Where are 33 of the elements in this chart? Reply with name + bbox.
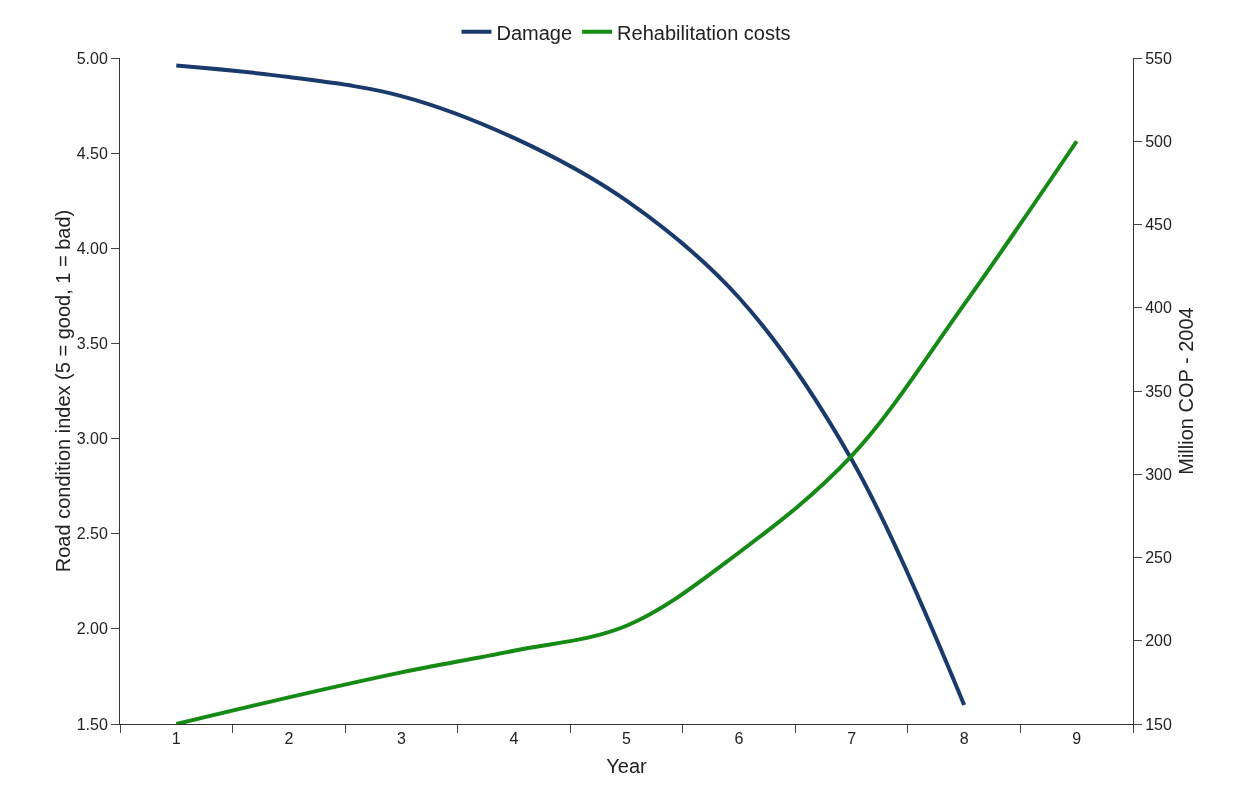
y2-tick-label: 500 xyxy=(1145,132,1172,150)
y-tick-label: 2.00 xyxy=(76,620,108,638)
y2-tick-label: 550 xyxy=(1145,49,1172,67)
y-tick-label: 2.50 xyxy=(76,525,108,543)
y2-tick-label: 150 xyxy=(1145,715,1172,733)
y-tick-label: 5.00 xyxy=(76,49,108,67)
y2-tick-label: 200 xyxy=(1145,632,1172,650)
y-tick-label: 3.00 xyxy=(76,430,108,448)
y2-tick-label: 250 xyxy=(1145,549,1172,567)
legend-label: Rehabilitation costs xyxy=(617,21,791,44)
line-series xyxy=(174,139,1079,724)
y-tick-label: 4.00 xyxy=(76,239,108,257)
x-tick-label: 7 xyxy=(847,730,857,748)
x-tick-label: 2 xyxy=(284,730,294,748)
x-axis-title: Year xyxy=(606,754,648,777)
y-tick-label: 4.50 xyxy=(76,144,108,162)
y-tick-label: 1.50 xyxy=(76,715,108,733)
x-tick-label: 6 xyxy=(734,730,744,748)
y-tick-label: 3.50 xyxy=(76,335,108,353)
legend-label: Damage xyxy=(496,21,573,44)
x-tick-label: 3 xyxy=(396,730,406,748)
x-tick-label: 9 xyxy=(1072,730,1082,748)
y2-tick-label: 350 xyxy=(1145,382,1172,400)
y-axis-title: Road condition index (5 = good, 1 = bad) xyxy=(52,209,74,573)
y2-tick-label: 300 xyxy=(1145,465,1172,483)
x-tick-label: 8 xyxy=(959,730,969,748)
line-series xyxy=(174,63,967,707)
x-tick-label: 4 xyxy=(509,730,519,748)
x-tick-label: 5 xyxy=(622,730,632,748)
x-tick-label: 1 xyxy=(171,730,181,748)
y2-tick-label: 400 xyxy=(1145,299,1172,317)
y2-tick-label: 450 xyxy=(1145,216,1172,234)
y2-axis-title: Million COP - 2004 xyxy=(1175,307,1197,475)
